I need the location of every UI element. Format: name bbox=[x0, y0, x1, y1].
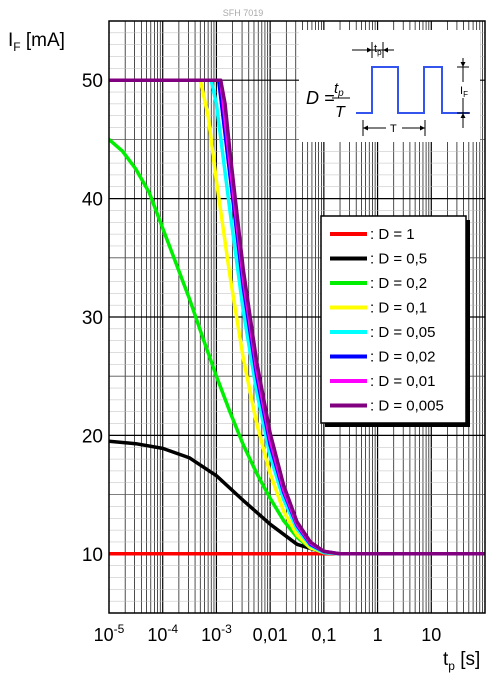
x-tick-label: 0,01 bbox=[253, 625, 288, 645]
x-tick-label: 1 bbox=[373, 625, 383, 645]
x-tick-label: 0,1 bbox=[311, 625, 336, 645]
inset-formula-numerator: tp bbox=[334, 80, 344, 99]
legend-box bbox=[320, 215, 467, 424]
y-tick-label: 10 bbox=[82, 545, 103, 566]
tp-label: tp bbox=[374, 43, 382, 57]
y-axis-label: IF [mA] bbox=[8, 30, 65, 54]
x-axis-label: tp [s] bbox=[443, 649, 480, 673]
legend-label: : D = 1 bbox=[370, 226, 415, 243]
x-tick-label: 10 bbox=[421, 625, 441, 645]
period-arrow-left bbox=[363, 125, 368, 131]
y-tick-label: 50 bbox=[82, 71, 103, 92]
period-arrow-right bbox=[420, 125, 425, 131]
inset-formula-denominator: T bbox=[335, 104, 346, 121]
x-tick-label: 10-5 bbox=[94, 622, 125, 645]
legend-label: : D = 0,01 bbox=[370, 373, 435, 390]
legend-label: : D = 0,005 bbox=[370, 398, 444, 415]
legend-label: : D = 0,2 bbox=[370, 275, 427, 292]
tp-arrow-right bbox=[383, 47, 388, 53]
amplitude-arrow-bottom bbox=[460, 113, 466, 118]
y-tick-label: 30 bbox=[82, 308, 103, 329]
legend-label: : D = 0,05 bbox=[370, 324, 435, 341]
legend-label: : D = 0,1 bbox=[370, 300, 427, 317]
inset-background bbox=[299, 30, 480, 142]
period-label: T bbox=[390, 123, 397, 135]
plot-frame bbox=[108, 20, 486, 614]
amplitude-label-bg bbox=[458, 82, 471, 98]
x-tick-label: 10-4 bbox=[147, 622, 178, 645]
legend-items: : D = 1 : D = 0,5 : D = 0,2 : D = 0,1 : D = … bbox=[330, 226, 444, 415]
series-lines bbox=[109, 78, 485, 556]
y-tick-label: 20 bbox=[82, 426, 103, 447]
y-tick-label: 40 bbox=[82, 190, 103, 211]
inset-formula-lhs: D = bbox=[306, 88, 335, 108]
y-tick-labels: 10 20 30 40 50 bbox=[82, 71, 103, 566]
x-tick-label: 10-3 bbox=[201, 622, 232, 645]
x-tick-labels: 10-5 10-4 10-3 0,01 0,1 1 10 bbox=[94, 622, 442, 645]
legend: : D = 1 : D = 0,5 : D = 0,2 : D = 0,1 : D = … bbox=[320, 215, 470, 427]
inset-pulse-waveform bbox=[356, 66, 470, 114]
legend-label: : D = 0,5 bbox=[370, 251, 427, 268]
legend-label: : D = 0,02 bbox=[370, 349, 435, 366]
watermark: SFH 7019 bbox=[223, 8, 264, 18]
amplitude-arrow-top bbox=[460, 62, 466, 67]
pulse-inset: D = tp T tp T IF bbox=[299, 30, 480, 142]
amplitude-label: IF bbox=[460, 85, 468, 99]
series-line bbox=[109, 78, 485, 556]
tp-arrow-left bbox=[367, 47, 372, 53]
